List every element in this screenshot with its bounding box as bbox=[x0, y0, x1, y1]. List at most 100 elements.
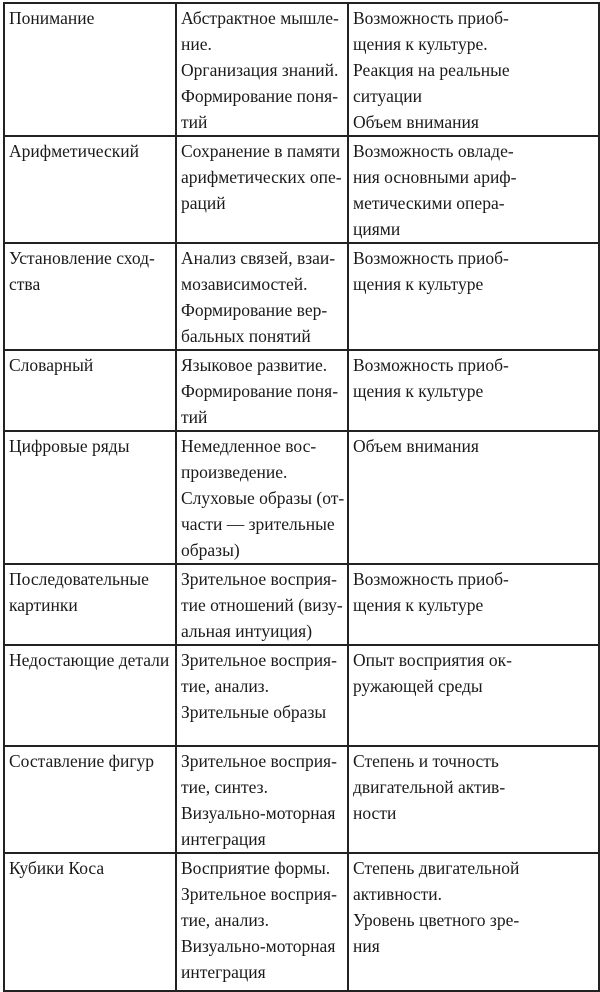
table-row: Понимание Абстрактное мышле-ние. Организац… bbox=[3, 2, 600, 137]
cell-text-line: арифметических опе- bbox=[181, 167, 342, 187]
cell-text-line: Зрительное восприя- bbox=[181, 751, 337, 771]
cell-text-line: ния основными ариф- bbox=[353, 167, 517, 187]
measured-ability-cell: Зрительное восприя-тие отношений (визу-а… bbox=[175, 563, 349, 646]
measured-ability-cell: Абстрактное мышле-ние. Организация знаний… bbox=[175, 2, 349, 137]
cell-text-line: щения к культуре bbox=[353, 381, 484, 401]
cell-text-line: мозависимостей. bbox=[181, 274, 308, 294]
cell-text-line: картинки bbox=[9, 595, 78, 615]
measured-ability-cell: Анализ связей, взаи-мозависимостей. Форми… bbox=[175, 242, 349, 351]
cell-text-line: Абстрактное мышле- bbox=[181, 8, 339, 28]
cell-text-line: Реакция на реальные bbox=[353, 60, 510, 80]
cell-text-line: Возможность приоб- bbox=[353, 569, 509, 589]
cell-text-line: Восприятие формы. bbox=[181, 858, 331, 878]
cell-text-line: тие, синтез. bbox=[181, 777, 268, 797]
cell-text-line: бальных понятий bbox=[181, 326, 311, 346]
influencing-factor-cell: Возможность приоб-щения к культуре. Реакц… bbox=[347, 2, 600, 137]
subtest-name-cell: Последовательные картинки bbox=[3, 563, 177, 646]
cell-text-line: ние. bbox=[181, 34, 212, 54]
cell-text-line: ния bbox=[353, 936, 380, 956]
cell-text-line: Опыт восприятия ок- bbox=[353, 650, 512, 670]
measured-ability-cell: Зрительное восприя-тие, синтез. Визуально… bbox=[175, 745, 349, 854]
cell-text-line: Понимание bbox=[9, 8, 95, 28]
cell-text-line: тие, анализ. bbox=[181, 910, 269, 930]
subtest-table: Понимание Абстрактное мышле-ние. Организац… bbox=[3, 2, 600, 992]
table-row: Цифровые ряды Немедленное вос-произведени… bbox=[3, 430, 600, 565]
cell-text-line: тий bbox=[181, 407, 208, 427]
cell-text-line: Степень и точность bbox=[353, 751, 499, 771]
table-row: Установление сход-ства Анализ связей, вза… bbox=[3, 242, 600, 351]
cell-text-line: Уровень цветного зре- bbox=[353, 910, 520, 930]
cell-text-line: Зрительное восприя- bbox=[181, 569, 337, 589]
cell-text-line: ства bbox=[9, 274, 41, 294]
influencing-factor-cell: Степень и точность двигательной актив-нос… bbox=[347, 745, 600, 854]
cell-text-line: раций bbox=[181, 193, 226, 213]
subtest-name-cell: Понимание bbox=[3, 2, 177, 137]
influencing-factor-cell: Опыт восприятия ок-ружающей среды bbox=[347, 644, 600, 747]
cell-text-line: Анализ связей, взаи- bbox=[181, 248, 336, 268]
cell-text-line: Объем внимания bbox=[353, 436, 479, 456]
measured-ability-cell: Сохранение в памяти арифметических опе-ра… bbox=[175, 135, 349, 244]
cell-text-line: Визуально-моторная bbox=[181, 936, 336, 956]
cell-text-line: Сохранение в памяти bbox=[181, 141, 341, 161]
cell-text-line: Установление сход- bbox=[9, 248, 155, 268]
cell-text-line: активности. bbox=[353, 884, 443, 904]
subtest-name-cell: Составление фигур bbox=[3, 745, 177, 854]
cell-text-line: Недостающие детали bbox=[9, 650, 170, 670]
cell-text-line: ности bbox=[353, 803, 397, 823]
cell-text-line: Зрительное восприя- bbox=[181, 884, 337, 904]
table-row: Арифметический Сохранение в памяти арифмет… bbox=[3, 135, 600, 244]
measured-ability-cell: Восприятие формы. Зрительное восприя-тие,… bbox=[175, 852, 349, 992]
cell-text-line: Слуховые образы (от- bbox=[181, 488, 345, 508]
measured-ability-cell: Зрительное восприя-тие, анализ. Зрительны… bbox=[175, 644, 349, 747]
cell-text-line: Возможность приоб- bbox=[353, 355, 509, 375]
influencing-factor-cell: Объем внимания bbox=[347, 430, 600, 565]
cell-text-line: произведение. bbox=[181, 462, 288, 482]
cell-text-line: Последовательные bbox=[9, 569, 149, 589]
subtest-name-cell: Словарный bbox=[3, 349, 177, 432]
table-row: Недостающие детали Зрительное восприя-тие… bbox=[3, 644, 600, 747]
cell-text-line: щения к культуре bbox=[353, 274, 484, 294]
subtest-name-cell: Установление сход-ства bbox=[3, 242, 177, 351]
table-row: Кубики Коса Восприятие формы. Зрительное в… bbox=[3, 852, 600, 992]
cell-text-line: метическими опера- bbox=[353, 193, 505, 213]
cell-text-line: Словарный bbox=[9, 355, 94, 375]
cell-text-line: Кубики Коса bbox=[9, 858, 105, 878]
cell-text-line: Степень двигательной bbox=[353, 858, 520, 878]
subtest-name-cell: Недостающие детали bbox=[3, 644, 177, 747]
cell-text-line: части — зрительные bbox=[181, 514, 335, 534]
cell-text-line: образы) bbox=[181, 540, 240, 560]
cell-text-line: щения к культуре. bbox=[353, 34, 488, 54]
table-row: Последовательные картинки Зрительное воспр… bbox=[3, 563, 600, 646]
cell-text-line: тие отношений (визу- bbox=[181, 595, 343, 615]
cell-text-line: альная интуиция) bbox=[181, 621, 313, 641]
cell-text-line: Арифметический bbox=[9, 141, 139, 161]
cell-text-line: Организация знаний. bbox=[181, 60, 339, 80]
influencing-factor-cell: Возможность приоб-щения к культуре bbox=[347, 563, 600, 646]
influencing-factor-cell: Возможность овладе-ния основными ариф-ме… bbox=[347, 135, 600, 244]
cell-text-line: Цифровые ряды bbox=[9, 436, 130, 456]
cell-text-line: тий bbox=[181, 112, 208, 132]
subtest-name-cell: Цифровые ряды bbox=[3, 430, 177, 565]
cell-text-line: Формирование поня- bbox=[181, 381, 339, 401]
measured-ability-cell: Немедленное вос-произведение. Слуховые об… bbox=[175, 430, 349, 565]
cell-text-line: двигательной актив- bbox=[353, 777, 506, 797]
table-row: Составление фигур Зрительное восприя-тие,… bbox=[3, 745, 600, 854]
measured-ability-cell: Языковое развитие. Формирование поня-тий bbox=[175, 349, 349, 432]
cell-text-line: ситуации bbox=[353, 86, 422, 106]
cell-text-line: Языковое развитие. bbox=[181, 355, 328, 375]
cell-text-line: Возможность приоб- bbox=[353, 8, 509, 28]
table-body: Понимание Абстрактное мышле-ние. Организац… bbox=[3, 2, 600, 992]
influencing-factor-cell: Возможность приоб-щения к культуре bbox=[347, 242, 600, 351]
cell-text-line: Объем внимания bbox=[353, 112, 479, 132]
cell-text-line: щения к культуре bbox=[353, 595, 484, 615]
cell-text-line: Составление фигур bbox=[9, 751, 155, 771]
cell-text-line: Немедленное вос- bbox=[181, 436, 317, 456]
cell-text-line: Возможность овладе- bbox=[353, 141, 514, 161]
cell-text-line: Зрительное восприя- bbox=[181, 650, 337, 670]
cell-text-line: циями bbox=[353, 219, 401, 239]
table-row: Словарный Языковое развитие. Формирование … bbox=[3, 349, 600, 432]
cell-text-line: ружающей среды bbox=[353, 676, 483, 696]
influencing-factor-cell: Возможность приоб-щения к культуре bbox=[347, 349, 600, 432]
cell-text-line: Формирование поня- bbox=[181, 86, 339, 106]
cell-text-line: тие, анализ. bbox=[181, 676, 269, 696]
